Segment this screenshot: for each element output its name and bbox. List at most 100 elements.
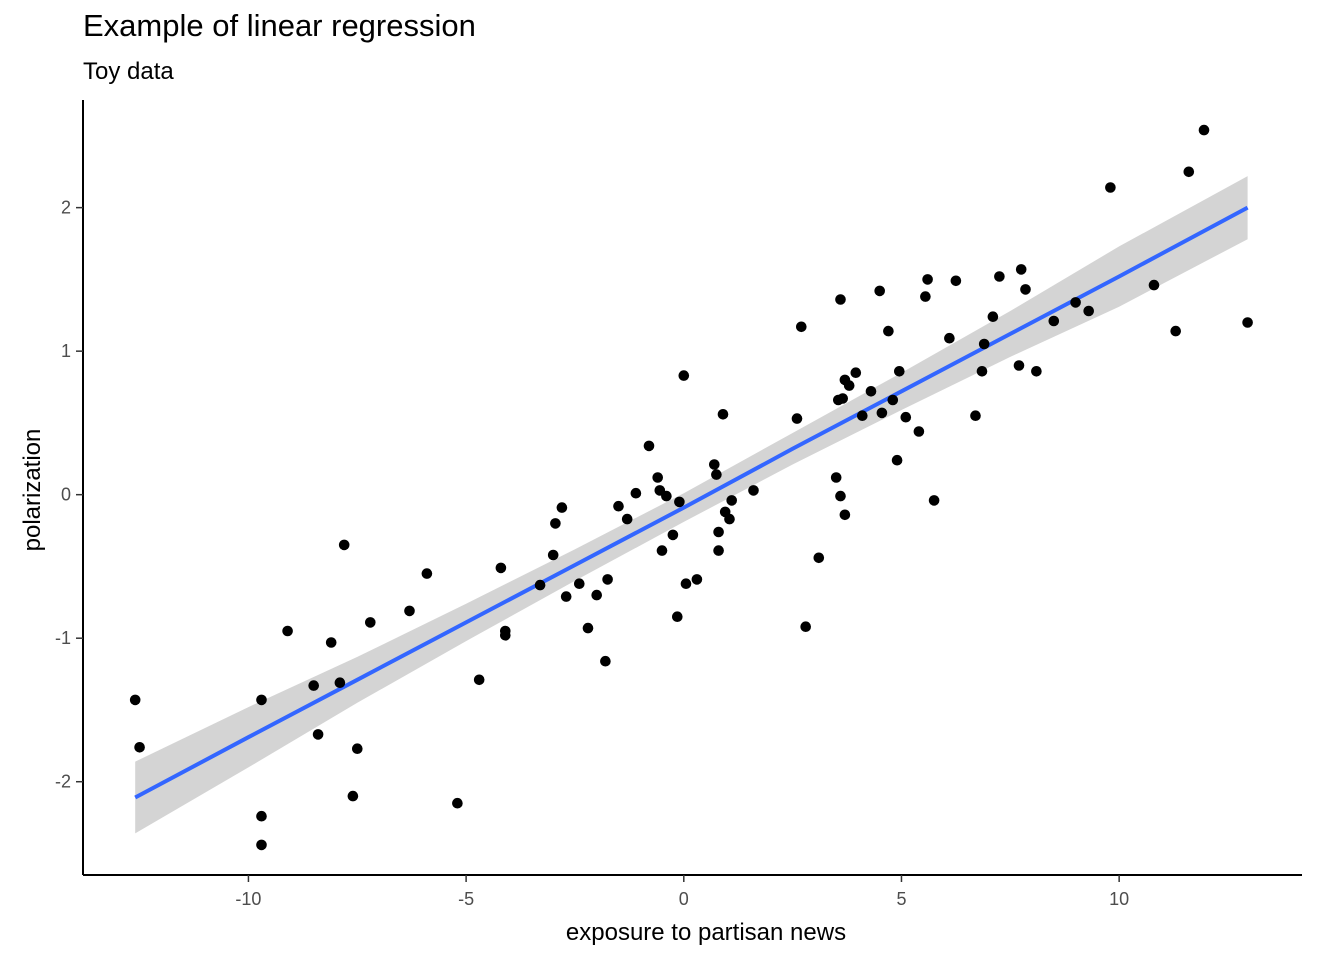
data-point (347, 790, 359, 802)
data-point (928, 495, 940, 506)
data-point (678, 370, 690, 381)
data-point (338, 539, 350, 551)
data-point (1031, 366, 1042, 377)
data-point (874, 285, 885, 297)
data-point (796, 321, 807, 333)
data-point (1105, 182, 1116, 193)
data-point (630, 487, 642, 499)
data-point (591, 589, 602, 601)
data-point (891, 454, 903, 466)
x-tick-label: -5 (458, 889, 474, 909)
data-point (256, 839, 267, 851)
data-point (308, 680, 320, 691)
data-point (602, 574, 613, 585)
data-point (1183, 166, 1195, 178)
fit-line-layer (134, 205, 1249, 800)
data-point (352, 743, 363, 754)
x-tick-label: 10 (1109, 889, 1129, 909)
data-point (709, 459, 720, 470)
data-point (922, 274, 933, 285)
data-point (547, 549, 559, 561)
data-point (282, 625, 293, 637)
y-tick-label: 2 (61, 198, 71, 218)
data-point (600, 655, 611, 667)
data-point (661, 490, 672, 502)
y-tick-label: 1 (61, 341, 71, 361)
data-point (613, 500, 624, 512)
data-point (643, 440, 655, 452)
data-point (711, 469, 722, 480)
data-point (839, 509, 851, 521)
x-tick-label: -10 (235, 889, 261, 909)
data-point (1013, 360, 1025, 371)
data-point (1148, 279, 1160, 291)
data-point (256, 694, 267, 706)
data-point (556, 502, 568, 513)
y-axis-title: polarization (19, 429, 46, 552)
data-point (365, 617, 376, 628)
data-point (987, 311, 999, 323)
regression-line (134, 205, 1249, 800)
data-point (1198, 124, 1210, 136)
data-point (713, 526, 724, 538)
data-point (813, 552, 825, 564)
data-point (1048, 315, 1060, 327)
data-point (652, 472, 663, 483)
data-point (325, 637, 337, 648)
y-tick-label: -2 (55, 772, 71, 792)
data-point (473, 674, 485, 686)
data-point (667, 529, 679, 541)
data-point (913, 426, 925, 437)
x-tick-label: 5 (896, 889, 906, 909)
data-point (876, 407, 888, 419)
data-point (887, 394, 899, 406)
data-point (560, 591, 572, 602)
data-point (1083, 305, 1094, 317)
data-point (900, 411, 912, 423)
data-point (978, 338, 990, 350)
data-point (791, 413, 803, 424)
data-point (582, 622, 594, 634)
data-points-layer (129, 124, 1253, 851)
data-point (883, 325, 894, 337)
data-point (656, 545, 668, 556)
data-point (421, 568, 433, 579)
data-point (835, 294, 846, 305)
data-point (129, 694, 141, 706)
axes-layer (82, 100, 1302, 876)
y-tick-label: -1 (55, 628, 71, 648)
data-point (850, 367, 862, 379)
data-point (574, 578, 585, 589)
y-tick-label: 0 (61, 485, 71, 505)
chart-subtitle: Toy data (83, 58, 174, 85)
data-point (835, 490, 846, 502)
data-point (495, 562, 507, 574)
data-point (534, 579, 546, 591)
data-point (950, 275, 962, 287)
data-point (920, 291, 931, 302)
data-point (452, 797, 463, 809)
data-point (404, 605, 415, 617)
chart-title: Example of linear regression (83, 8, 476, 43)
data-point (334, 677, 346, 688)
data-point (1020, 284, 1031, 295)
data-point (256, 810, 267, 822)
data-point (724, 513, 735, 525)
data-point (550, 518, 561, 529)
data-point (134, 742, 145, 753)
data-point (680, 578, 692, 589)
x-tick-label: 0 (679, 889, 689, 909)
data-point (1242, 317, 1253, 328)
data-point (1070, 297, 1081, 308)
data-point (726, 495, 737, 506)
data-point (944, 332, 955, 344)
data-point (1015, 264, 1027, 275)
data-point (843, 380, 855, 391)
data-point (970, 410, 981, 422)
data-point (837, 393, 848, 404)
data-point (748, 485, 759, 496)
data-point (674, 496, 685, 508)
data-point (976, 366, 988, 377)
